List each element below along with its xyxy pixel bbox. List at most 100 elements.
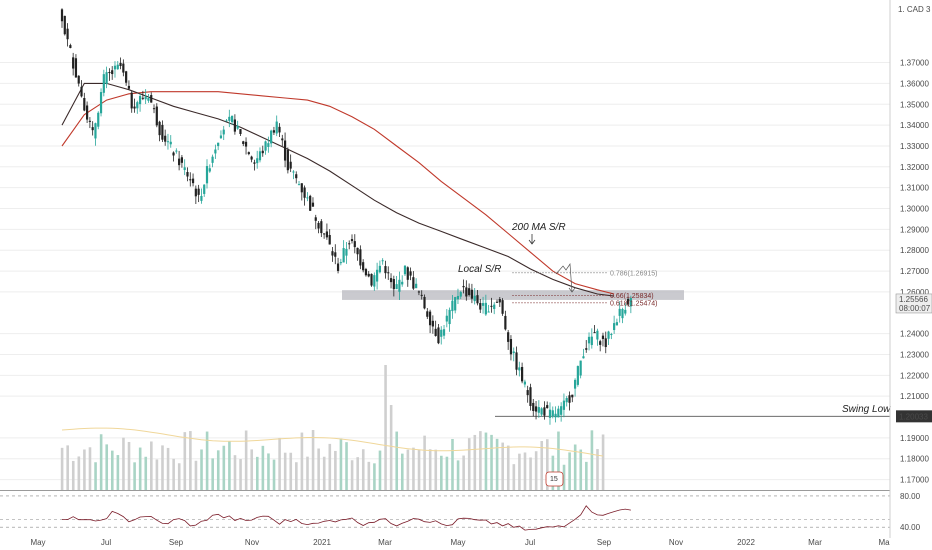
volume-bar (272, 459, 276, 490)
candle (493, 302, 496, 315)
volume-bar (573, 444, 577, 490)
candle-body (130, 92, 133, 109)
volume-bar (122, 437, 125, 490)
candle (412, 271, 415, 290)
candle (481, 296, 485, 314)
candle (325, 223, 329, 240)
volume-bar (579, 449, 583, 490)
candle-body (431, 320, 434, 327)
candle-body (593, 332, 596, 334)
candle-body (325, 231, 329, 238)
candle-body (437, 327, 440, 344)
volume-bar (222, 445, 226, 490)
x-tick-label: Jul (101, 538, 111, 547)
candle (85, 101, 89, 124)
candle (389, 273, 393, 289)
candle-body (286, 149, 289, 171)
volume-bar (534, 451, 538, 490)
candle-body (440, 329, 443, 337)
candle (119, 57, 122, 70)
candle (200, 188, 203, 204)
candle-body (364, 269, 368, 276)
candle-body (63, 15, 66, 35)
candle-body (270, 130, 273, 144)
candle (147, 94, 150, 103)
candle-body (378, 265, 381, 273)
volume-bar (423, 435, 426, 490)
candle-body (362, 262, 365, 271)
volume-bar (484, 432, 488, 490)
candle (83, 92, 86, 112)
candle (72, 52, 75, 76)
volume-bar (328, 443, 332, 490)
candle-body (317, 222, 320, 229)
volume-bar (350, 460, 354, 490)
candle-body (392, 279, 395, 290)
candle-body (147, 98, 150, 101)
candle-body (297, 184, 301, 186)
candle (264, 140, 267, 155)
candle (596, 328, 599, 346)
candle (579, 360, 582, 379)
candle (136, 100, 139, 114)
candle (247, 151, 250, 156)
candle (297, 180, 301, 186)
candle-body (144, 96, 147, 100)
candle (571, 394, 574, 403)
candle (242, 140, 245, 147)
candle (178, 150, 181, 171)
symbol-label: 1. CAD 3 (898, 5, 931, 14)
candle (88, 117, 91, 129)
volume-bar (473, 434, 477, 490)
candle-body (122, 63, 125, 73)
candle (94, 122, 97, 146)
grid (0, 62, 890, 491)
volume-bar (518, 453, 521, 490)
candle (362, 259, 365, 273)
candle-body (60, 9, 64, 22)
candle-body (406, 267, 409, 280)
candle (420, 290, 423, 300)
candle (272, 126, 276, 135)
rsi-pane (0, 495, 890, 531)
x-tick-label: 2021 (313, 538, 331, 547)
candle-body (529, 387, 532, 406)
volume-bar (479, 431, 482, 490)
candle-body (88, 120, 91, 122)
x-tick-label: Jul (525, 538, 535, 547)
volume-bar (334, 450, 337, 490)
candle (331, 246, 334, 262)
candle (186, 167, 189, 182)
volume-bar (267, 453, 270, 490)
candle (607, 330, 610, 345)
volume-bar (412, 447, 415, 490)
candle (205, 159, 209, 189)
y-tick-label: 1.29000 (900, 225, 929, 234)
volume-bar (300, 432, 304, 490)
candle (130, 90, 133, 113)
swing-low-label: Swing Low (842, 404, 891, 415)
candle (250, 155, 253, 163)
candle-body (295, 174, 298, 179)
x-tick-label: Sep (597, 538, 612, 547)
volume-bar (529, 457, 532, 490)
volume-badge-text: 15 (550, 476, 558, 483)
candle (74, 54, 78, 78)
candle (300, 183, 303, 201)
candle-body (498, 299, 501, 303)
projection-arrow (568, 287, 576, 293)
candle-body (557, 408, 560, 418)
candle (320, 219, 323, 238)
volume-bar (467, 438, 471, 490)
candle-body (233, 119, 236, 132)
x-tick-label: Ma (878, 538, 890, 547)
candle (267, 136, 270, 153)
candle-body (448, 309, 451, 325)
candle-body (116, 64, 119, 70)
volume-bar (378, 450, 382, 490)
candle-body (125, 71, 128, 83)
volume-bar (545, 439, 549, 490)
y-tick-label: 1.23000 (900, 350, 929, 359)
volume-bar (110, 450, 114, 490)
candle (501, 298, 504, 316)
